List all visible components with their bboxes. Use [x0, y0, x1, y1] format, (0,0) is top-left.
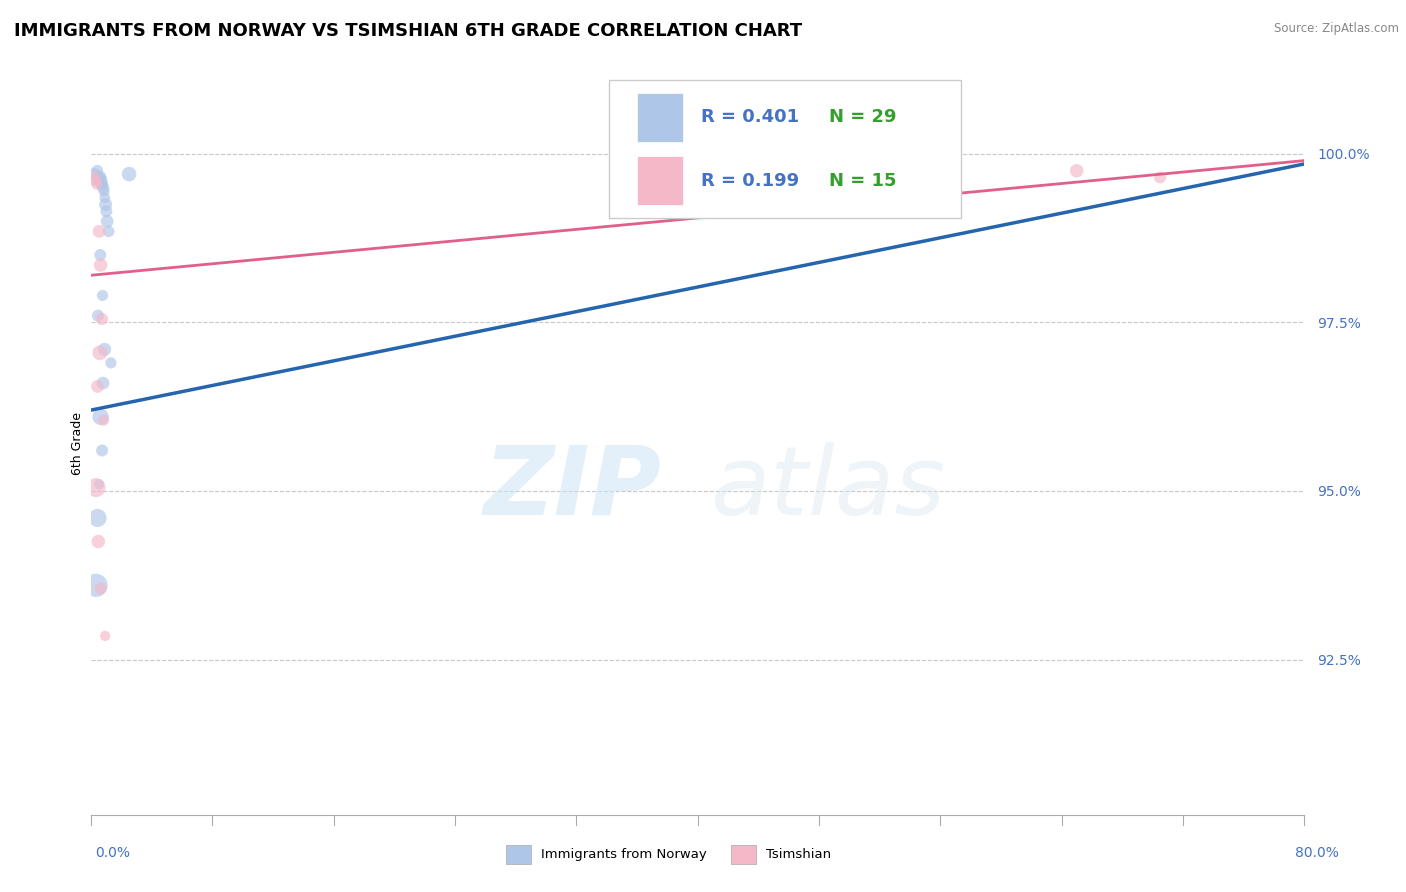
Point — [89, 170, 111, 185]
Point — [633, 170, 655, 185]
Point — [86, 163, 108, 178]
Point — [87, 224, 110, 238]
Text: R = 0.199: R = 0.199 — [702, 171, 818, 189]
Point — [90, 582, 112, 596]
Point — [87, 309, 110, 323]
Point — [94, 629, 117, 643]
Bar — [637, 94, 683, 142]
Point — [91, 443, 114, 458]
Point — [91, 288, 114, 302]
Text: ZIP: ZIP — [484, 442, 661, 535]
Point — [89, 248, 111, 262]
Point — [93, 184, 115, 198]
Point — [90, 178, 112, 192]
Point — [91, 376, 114, 390]
Text: N = 15: N = 15 — [828, 171, 896, 189]
Point — [84, 481, 107, 495]
Point — [87, 174, 110, 188]
Text: atlas: atlas — [710, 442, 945, 535]
Point — [91, 312, 114, 326]
Text: IMMIGRANTS FROM NORWAY VS TSIMSHIAN 6TH GRADE CORRELATION CHART: IMMIGRANTS FROM NORWAY VS TSIMSHIAN 6TH … — [14, 22, 803, 40]
Text: Source: ZipAtlas.com: Source: ZipAtlas.com — [1274, 22, 1399, 36]
Point — [89, 345, 111, 359]
Text: R = 0.401: R = 0.401 — [702, 109, 818, 127]
Point — [118, 167, 141, 181]
Point — [100, 356, 122, 370]
Point — [87, 477, 110, 491]
Point — [90, 178, 112, 192]
Point — [93, 343, 115, 357]
Point — [91, 180, 114, 194]
Point — [86, 379, 108, 393]
Text: Tsimshian: Tsimshian — [766, 848, 831, 861]
Point — [86, 511, 108, 525]
Point — [86, 178, 108, 192]
Point — [84, 578, 107, 592]
Point — [90, 174, 112, 188]
Point — [97, 224, 120, 238]
Point — [87, 534, 110, 549]
Point — [83, 167, 105, 181]
Point — [93, 413, 115, 427]
Text: 80.0%: 80.0% — [1295, 846, 1339, 860]
Point — [96, 204, 118, 219]
Point — [96, 214, 118, 228]
Bar — [637, 156, 683, 204]
Text: 0.0%: 0.0% — [96, 846, 131, 860]
Point — [89, 170, 111, 185]
Point — [1066, 163, 1088, 178]
Point — [90, 409, 112, 424]
Point — [84, 174, 107, 188]
Point — [90, 258, 112, 272]
Point — [94, 191, 117, 205]
Y-axis label: 6th Grade: 6th Grade — [72, 412, 84, 475]
Point — [94, 197, 117, 211]
Point — [83, 170, 105, 185]
Text: Immigrants from Norway: Immigrants from Norway — [541, 848, 707, 861]
Point — [87, 174, 110, 188]
Text: N = 29: N = 29 — [828, 109, 896, 127]
Point — [1149, 170, 1171, 185]
FancyBboxPatch shape — [609, 80, 960, 218]
